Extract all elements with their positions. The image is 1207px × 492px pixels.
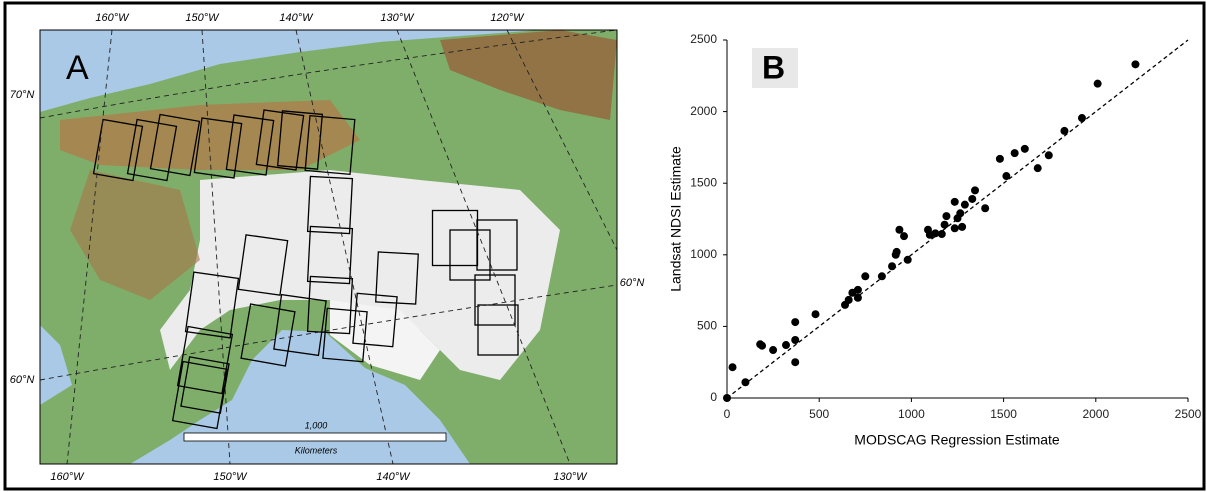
y-tick-label: 2500 <box>690 32 717 46</box>
point <box>791 318 799 326</box>
point <box>1131 60 1139 68</box>
point <box>758 342 766 350</box>
point <box>958 223 966 231</box>
point <box>951 198 959 206</box>
point <box>812 310 820 318</box>
lon-label: 150°W <box>213 471 248 483</box>
point <box>845 296 853 304</box>
point <box>1060 127 1068 135</box>
point <box>723 394 731 402</box>
y-tick-label: 2000 <box>690 104 717 118</box>
point <box>942 212 950 220</box>
point <box>791 358 799 366</box>
lon-label: 160°W <box>50 471 85 483</box>
x-tick-label: 1500 <box>990 407 1017 421</box>
panel-label: A <box>66 49 89 87</box>
y-tick-label: 1500 <box>690 175 717 189</box>
figure: 1,000 Kilometers A 160°W 150°W 140°W 130… <box>0 0 1207 492</box>
x-tick-label: 500 <box>809 407 829 421</box>
point <box>981 204 989 212</box>
scale-bar <box>184 433 446 441</box>
point <box>854 286 862 294</box>
y-tick-label: 1000 <box>690 247 717 261</box>
lon-label: 120°W <box>490 12 525 24</box>
point <box>878 272 886 280</box>
point <box>888 262 896 270</box>
point <box>956 209 964 217</box>
point <box>941 221 949 229</box>
x-tick-label: 0 <box>724 407 731 421</box>
lon-label: 130°W <box>380 12 415 24</box>
y-tick-label: 500 <box>697 319 717 333</box>
point <box>741 378 749 386</box>
x-tick-label: 2500 <box>1175 407 1202 421</box>
point <box>1002 172 1010 180</box>
point <box>1078 114 1086 122</box>
y-axis-title: Landsat NDSI Estimate <box>668 146 684 292</box>
lon-label: 150°W <box>185 12 220 24</box>
point <box>996 155 1004 163</box>
point <box>951 224 959 232</box>
lon-label: 160°W <box>95 12 130 24</box>
lat-label: 70°N <box>10 89 35 101</box>
map-panel: 1,000 Kilometers A 160°W 150°W 140°W 130… <box>10 12 645 483</box>
point <box>1045 151 1053 159</box>
point <box>893 248 901 256</box>
point <box>791 336 799 344</box>
x-tick-label: 2000 <box>1082 407 1109 421</box>
point <box>971 186 979 194</box>
scale-unit: Kilometers <box>295 445 338 455</box>
x-tick-label: 1000 <box>898 407 925 421</box>
scale-label: 1,000 <box>305 420 328 430</box>
point <box>729 363 737 371</box>
point <box>895 226 903 234</box>
lon-label: 130°W <box>553 471 588 483</box>
lon-label: 140°W <box>376 471 411 483</box>
panel-label: B <box>762 49 785 85</box>
lon-label: 140°W <box>279 12 314 24</box>
point <box>1094 80 1102 88</box>
y-tick-label: 0 <box>710 390 717 404</box>
point <box>854 294 862 302</box>
point <box>961 201 969 209</box>
point <box>769 346 777 354</box>
point <box>782 341 790 349</box>
point <box>1011 149 1019 157</box>
point <box>904 256 912 264</box>
point <box>900 232 908 240</box>
x-axis-title: MODSCAG Regression Estimate <box>854 432 1060 448</box>
point <box>938 230 946 238</box>
point <box>1021 145 1029 153</box>
point <box>861 272 869 280</box>
point <box>968 195 976 203</box>
lat-label: 60°N <box>10 374 35 386</box>
lat-label: 60°N <box>620 277 645 289</box>
point <box>1034 164 1042 172</box>
